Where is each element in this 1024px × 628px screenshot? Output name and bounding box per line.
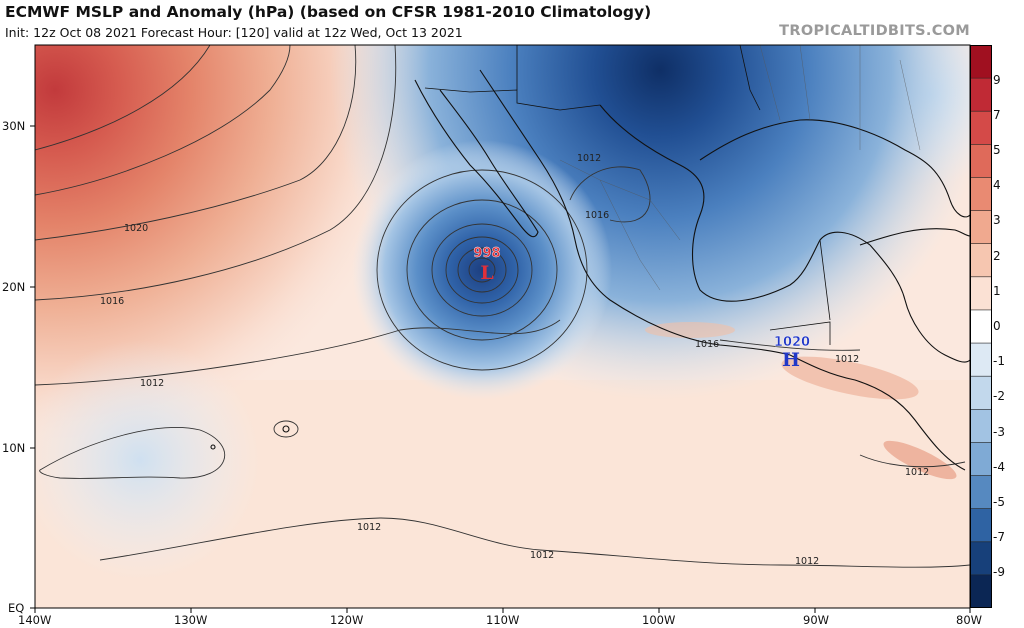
colorbar-frame [970,45,992,608]
colorbar-label: 5 [993,143,1001,157]
colorbar-swatch [970,144,992,178]
colorbar-label: -2 [993,389,1005,403]
isobar-label: 1016 [695,339,719,350]
isobar-label: 1012 [905,467,929,478]
colorbar-swatch [970,508,992,543]
lon-label: 100W [642,613,676,627]
colorbar-label: 7 [993,108,1001,122]
low-pressure-value: 998 [473,246,500,261]
lon-label: 120W [330,613,364,627]
colorbar-swatch [970,243,992,278]
colorbar-swatch [970,343,992,377]
lon-label: 80W [956,613,983,627]
isobar-label: 1012 [835,354,859,365]
colorbar-label: 0 [993,319,1001,333]
isobar-label: 1016 [585,210,609,221]
colorbar-swatch [970,376,992,410]
isobar-label: 1020 [124,223,148,234]
colorbar-label: -3 [993,425,1005,439]
isobar-label: 1012 [795,556,819,567]
lat-label: 20N [2,280,26,294]
colorbar-label: 3 [993,213,1001,227]
lat-label: 10N [2,441,26,455]
isobar-label: 1012 [140,378,164,389]
colorbar-swatch [970,210,992,245]
colorbar-swatch [970,309,992,344]
lat-label: 30N [2,119,26,133]
colorbar-label: -1 [993,354,1005,368]
isobar-label: 1012 [530,550,554,561]
colorbar-label: -9 [993,565,1005,579]
isobar-label: 1012 [577,153,601,164]
low-pressure-marker: L [480,262,493,284]
high-pressure-value: 1020 [774,335,810,350]
lat-label: EQ [8,601,25,615]
colorbar-swatch [970,442,992,477]
colorbar-swatch [970,111,992,145]
high-pressure-marker: H [782,349,800,371]
lon-label: 130W [174,613,208,627]
colorbar-swatch [970,409,992,443]
chart-subtitle: Init: 12z Oct 08 2021 Forecast Hour: [12… [5,25,463,40]
colorbar-label: -7 [993,530,1005,544]
isobar-label: 1012 [357,522,381,533]
chart-title: ECMWF MSLP and Anomaly (hPa) (based on C… [5,3,652,21]
colorbar-swatch [970,78,992,112]
lon-label: 140W [18,613,52,627]
isobar-label: 1016 [100,296,124,307]
colorbar-label: 2 [993,249,1001,263]
lon-label: 110W [486,613,520,627]
colorbar-label: 9 [993,73,1001,87]
colorbar-swatch [970,177,992,212]
colorbar-swatch [970,276,992,311]
colorbar-label: 1 [993,284,1001,298]
anomaly-colorbar [970,45,992,608]
colorbar-label: 4 [993,178,1001,192]
source-credit: TROPICALTIDBITS.COM [779,23,970,39]
colorbar-label: -4 [993,460,1005,474]
colorbar-label: -5 [993,495,1005,509]
lon-label: 90W [803,613,830,627]
colorbar-swatch [970,475,992,510]
colorbar-swatch [970,45,992,79]
colorbar-swatch [970,541,992,576]
colorbar-swatch [970,574,992,608]
